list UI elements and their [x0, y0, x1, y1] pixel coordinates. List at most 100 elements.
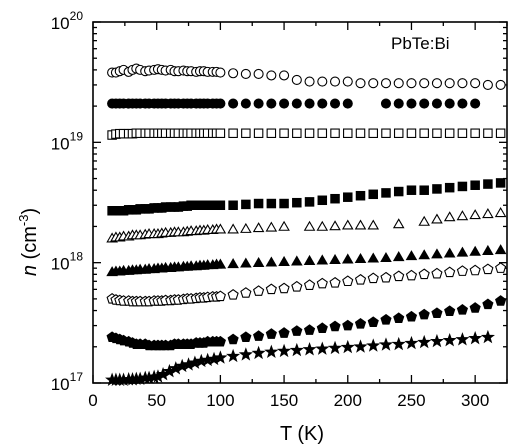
x-axis-tick-labels: 0 50 100 150 200 250 300	[88, 391, 489, 410]
data-point-circle	[304, 98, 315, 109]
data-point-pentagon	[214, 335, 226, 347]
data-point-triangle	[380, 251, 392, 263]
data-point-triangle	[329, 253, 341, 264]
data-point-circle	[444, 78, 455, 89]
x-tick-label: 150	[270, 391, 298, 410]
data-point-star	[391, 336, 406, 351]
data-point-circle	[215, 98, 226, 109]
data-point-triangle	[316, 254, 329, 265]
data-point-square	[381, 128, 391, 138]
data-point-pentagon	[482, 298, 494, 310]
data-point-circle	[279, 98, 290, 109]
series-pentagon-filled	[106, 295, 507, 351]
data-point-square	[304, 128, 315, 138]
data-point-pentagon	[405, 269, 418, 281]
data-point-circle	[240, 68, 251, 80]
data-point-triangle	[494, 207, 507, 218]
data-point-circle	[495, 79, 506, 90]
data-point-square	[406, 128, 417, 138]
data-point-triangle	[469, 209, 481, 220]
data-point-pentagon	[253, 285, 265, 296]
data-point-square	[215, 200, 226, 211]
chart-annotation: PbTe:Bi	[391, 34, 450, 53]
data-point-square	[393, 186, 404, 197]
data-point-circle	[380, 98, 392, 109]
y-tick-exponent: 18	[70, 250, 84, 264]
data-point-pentagon	[240, 331, 252, 343]
data-point-circle	[355, 78, 366, 89]
data-point-pentagon	[380, 271, 392, 283]
data-point-triangle	[443, 211, 456, 222]
data-point-pentagon	[393, 270, 405, 282]
data-point-square	[406, 185, 417, 195]
data-point-square	[241, 128, 251, 138]
data-point-triangle	[456, 246, 469, 257]
data-point-circle	[457, 78, 468, 89]
data-point-square	[368, 128, 378, 138]
data-point-triangle	[354, 219, 367, 230]
data-point-square	[355, 128, 366, 138]
data-point-pentagon	[495, 262, 507, 273]
data-point-circle	[253, 68, 264, 80]
data-point-triangle	[482, 244, 494, 255]
data-point-star	[302, 342, 317, 356]
data-point-triangle	[214, 258, 227, 269]
series-triangle-filled	[106, 244, 507, 277]
data-point-pentagon	[444, 305, 456, 316]
data-point-star	[277, 343, 292, 358]
data-point-square	[419, 185, 429, 195]
data-point-square	[457, 128, 468, 138]
data-point-circle	[329, 98, 341, 109]
y-axis-label-exponent: -3	[16, 215, 31, 227]
y-tick-exponent: 20	[70, 9, 84, 23]
data-point-triangle	[303, 220, 316, 231]
data-point-pentagon	[456, 265, 469, 276]
data-point-circle	[393, 98, 404, 109]
data-point-star	[289, 342, 304, 357]
data-point-star	[442, 332, 457, 347]
data-point-circle	[317, 76, 328, 87]
data-point-pentagon	[329, 320, 341, 332]
data-point-square	[228, 128, 238, 138]
data-point-circle	[291, 74, 302, 85]
data-point-circle	[406, 78, 417, 89]
data-point-pentagon	[431, 267, 443, 279]
data-point-pentagon	[278, 327, 290, 338]
data-point-pentagon	[240, 287, 252, 298]
data-point-pentagon	[329, 276, 341, 288]
data-point-triangle	[354, 252, 367, 263]
data-point-triangle	[418, 215, 431, 226]
data-point-square	[470, 128, 480, 138]
data-point-triangle	[392, 251, 405, 262]
data-point-circle	[470, 98, 481, 109]
data-point-square	[381, 188, 391, 198]
data-point-circle	[482, 79, 493, 90]
data-point-circle	[317, 98, 328, 109]
data-point-pentagon	[278, 282, 290, 294]
data-point-pentagon	[265, 283, 277, 295]
plot-frame	[92, 21, 508, 384]
x-tick-label: 100	[206, 391, 234, 410]
data-point-pentagon	[342, 275, 354, 287]
data-point-star	[226, 348, 241, 363]
data-point-star	[238, 347, 253, 361]
data-point-square	[444, 128, 455, 138]
data-point-circle	[444, 98, 455, 109]
data-point-triangle	[392, 218, 405, 229]
data-point-square	[266, 198, 277, 209]
data-point-square	[483, 179, 493, 189]
data-point-pentagon	[405, 310, 418, 322]
series-circle-filled	[107, 98, 481, 109]
data-point-star	[251, 345, 266, 360]
data-point-star	[468, 330, 483, 345]
data-point-pentagon	[291, 280, 303, 292]
data-point-circle	[228, 68, 239, 79]
y-tick-label: 1019	[51, 129, 84, 153]
y-tick-label: 1018	[51, 250, 84, 274]
data-point-pentagon	[367, 316, 379, 327]
y-axis-label-symbol: n	[19, 265, 41, 276]
data-point-triangle	[341, 253, 354, 264]
data-point-square	[432, 184, 442, 194]
y-tick-exponent: 19	[70, 129, 84, 143]
